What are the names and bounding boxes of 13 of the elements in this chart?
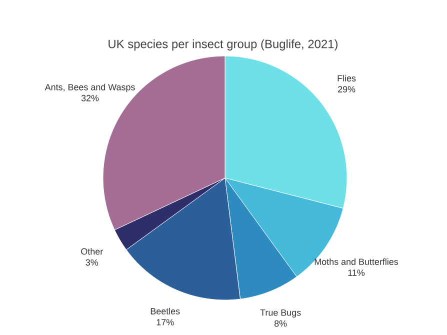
chart-title: UK species per insect group (Buglife, 2021) xyxy=(108,39,338,51)
data-label: 11% xyxy=(348,270,365,276)
data-label: 32% xyxy=(81,94,99,102)
slice-label: Other xyxy=(81,248,103,255)
slice-label: Moths and Butterflies xyxy=(314,258,398,265)
data-label: 17% xyxy=(156,319,174,326)
slice-label: Ants, Bees and Wasps xyxy=(44,84,135,92)
slice-label: Flies xyxy=(338,74,356,82)
slice-label: Beetles xyxy=(150,308,180,314)
data-label: 8% xyxy=(274,320,287,327)
data-label: 29% xyxy=(338,86,356,92)
data-label: 3% xyxy=(86,259,98,266)
slice-label: True Bugs xyxy=(260,309,301,318)
